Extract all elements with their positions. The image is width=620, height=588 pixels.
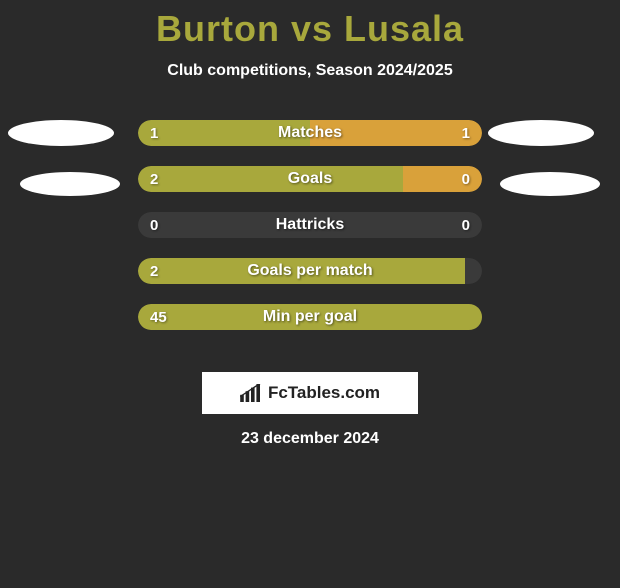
stat-row: Matches1 1	[138, 120, 482, 146]
stat-label: Goals per match	[138, 258, 482, 284]
logo-text: FcTables.com	[268, 383, 380, 403]
stat-row: Hattricks0 0	[138, 212, 482, 238]
player-photo-placeholder-left-1	[8, 120, 114, 146]
stat-value-right: 1	[462, 120, 470, 146]
stat-row: Min per goal45	[138, 304, 482, 330]
stat-label: Hattricks	[138, 212, 482, 238]
stat-label: Min per goal	[138, 304, 482, 330]
stat-row: Goals per match2	[138, 258, 482, 284]
stat-value-left: 45	[150, 304, 167, 330]
stat-label: Matches	[138, 120, 482, 146]
bar-chart-icon	[240, 384, 262, 402]
stat-label: Goals	[138, 166, 482, 192]
fctables-logo: FcTables.com	[202, 372, 418, 414]
player-photo-placeholder-right-2	[500, 172, 600, 196]
stat-value-right: 0	[462, 212, 470, 238]
stat-value-right: 0	[462, 166, 470, 192]
subtitle: Club competitions, Season 2024/2025	[0, 62, 620, 80]
player-photo-placeholder-right-1	[488, 120, 594, 146]
stat-row: Goals2 0	[138, 166, 482, 192]
page-title: Burton vs Lusala	[0, 8, 620, 50]
stat-value-left: 1	[150, 120, 158, 146]
comparison-chart: Matches11Goals20Hattricks00Goals per mat…	[0, 120, 620, 360]
date-label: 23 december 2024	[0, 430, 620, 448]
stat-value-left: 2	[150, 258, 158, 284]
stat-value-left: 2	[150, 166, 158, 192]
stats-bars: Matches11Goals20Hattricks00Goals per mat…	[138, 120, 482, 350]
player-photo-placeholder-left-2	[20, 172, 120, 196]
stat-value-left: 0	[150, 212, 158, 238]
